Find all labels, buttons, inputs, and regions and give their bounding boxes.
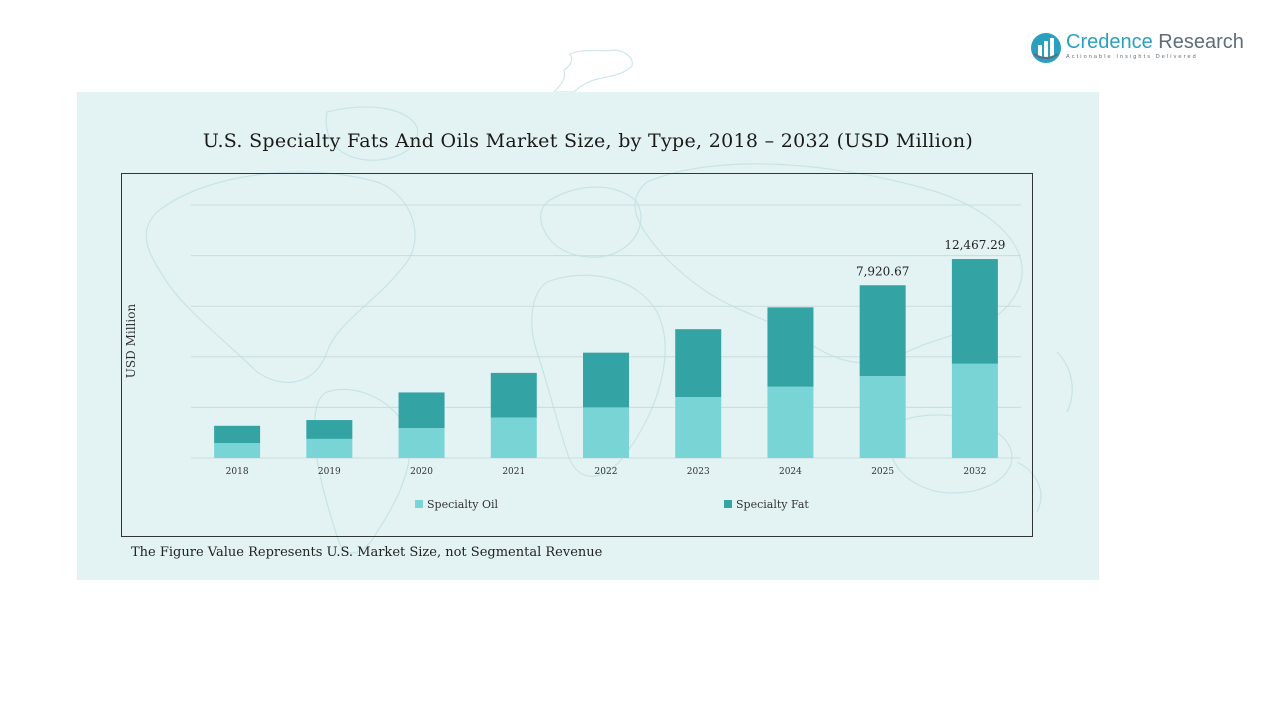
x-tick-label-2020: 2020 (410, 467, 433, 477)
bar-specialty-oil-2022 (583, 407, 629, 458)
bar-specialty-fat-2022 (583, 352, 629, 408)
stacked-bar-chart: 2018 2019 2020 2021 2022 2023 2024 2025 7,920.67… (191, 204, 1021, 477)
bar-specialty-fat-2032 (951, 259, 998, 364)
legend-label-specialty-fat: Specialty Fat (736, 498, 809, 511)
bar-specialty-oil-2021 (490, 417, 537, 458)
x-tick-label-2022: 2022 (595, 467, 618, 477)
bar-specialty-fat-2024 (767, 307, 814, 387)
total-label-2032: 12,467.29 (944, 238, 1005, 252)
x-tick-label-2023: 2023 (687, 467, 710, 477)
logo-tagline: Actionable Insights Delivered (1066, 54, 1198, 60)
chart-title: U.S. Specialty Fats And Oils Market Size… (202, 130, 974, 152)
bar-specialty-oil-2032 (951, 363, 998, 458)
bar-specialty-oil-2018 (214, 443, 261, 458)
bar-specialty-oil-2020 (398, 428, 445, 458)
legend-swatch-specialty-oil (415, 500, 423, 508)
logo-name-credence: Credence (1066, 31, 1153, 53)
legend-item-specialty-fat: Specialty Fat (724, 498, 809, 511)
bar-specialty-oil-2024 (767, 386, 814, 458)
bar-specialty-oil-2025 (859, 376, 906, 458)
bar-specialty-fat-2025 (859, 285, 906, 377)
bar-specialty-fat-2019 (306, 420, 353, 439)
chart-panel: U.S. Specialty Fats And Oils Market Size… (77, 92, 1099, 580)
x-tick-label-2032: 2032 (963, 467, 986, 477)
legend-item-specialty-oil: Specialty Oil (415, 498, 498, 511)
x-tick-label-2024: 2024 (779, 467, 802, 477)
credence-research-logo: Credence Research Actionable Insights De… (1030, 30, 1244, 66)
x-tick-label-2018: 2018 (226, 467, 249, 477)
y-axis-label: USD Million (124, 303, 138, 379)
x-tick-label-2021: 2021 (502, 467, 525, 477)
bar-specialty-oil-2023 (675, 397, 722, 458)
legend-swatch-specialty-fat (724, 500, 732, 508)
map-outline-decoration (552, 49, 633, 93)
plot-frame (121, 173, 1033, 537)
bar-specialty-oil-2019 (306, 438, 353, 458)
footnote: The Figure Value Represents U.S. Market … (131, 545, 603, 560)
x-tick-label-2019: 2019 (318, 467, 341, 477)
logo-name: Credence Research (1066, 31, 1244, 54)
bar-specialty-fat-2018 (214, 425, 261, 444)
total-label-2025: 7,920.67 (856, 264, 909, 278)
bar-specialty-fat-2023 (675, 329, 722, 398)
x-tick-label-2025: 2025 (871, 467, 894, 477)
bar-specialty-fat-2020 (398, 392, 445, 429)
bar-specialty-fat-2021 (490, 372, 537, 418)
legend-label-specialty-oil: Specialty Oil (427, 498, 499, 511)
logo-name-research: Research (1152, 31, 1244, 53)
logo-mark-icon (1031, 33, 1061, 63)
